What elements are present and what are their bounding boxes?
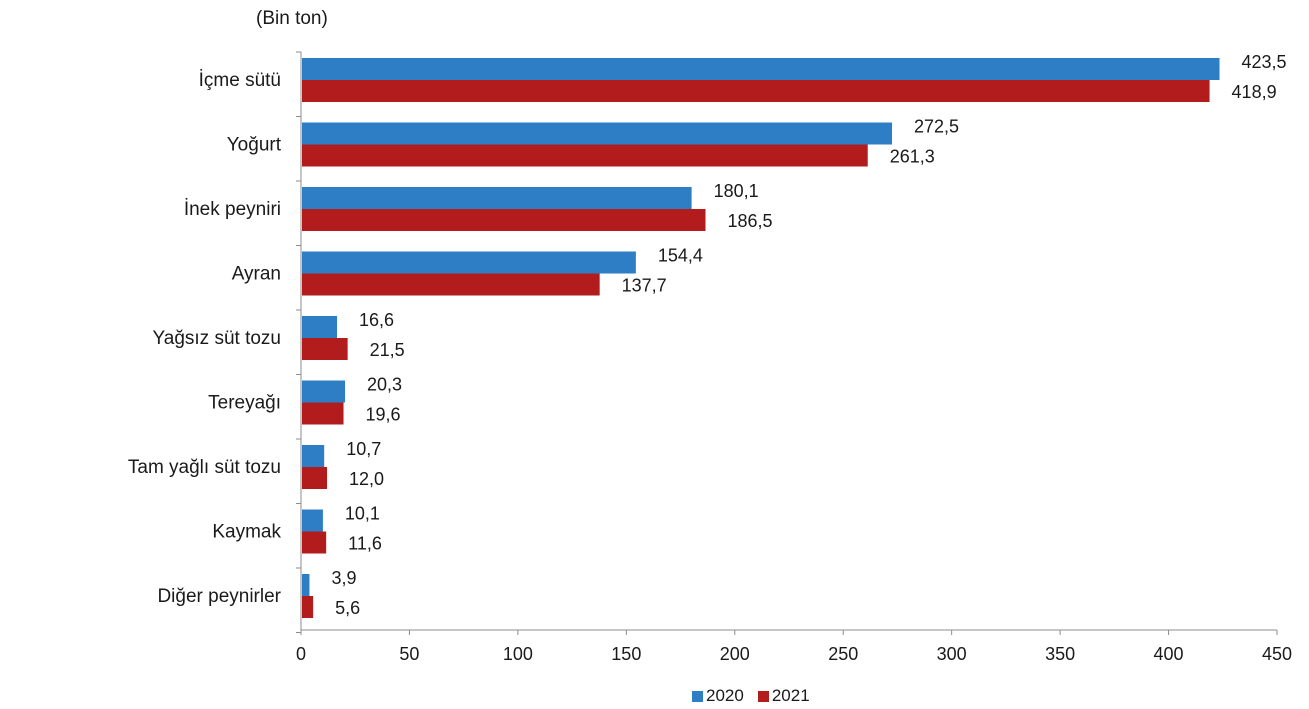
data-label-2020: 16,6 xyxy=(359,310,394,330)
bar-2020 xyxy=(302,574,310,596)
unit-label: (Bin ton) xyxy=(256,8,328,29)
data-label-2021: 137,7 xyxy=(622,276,667,296)
category-label: Yağsız süt tozu xyxy=(153,328,282,349)
data-label-2021: 5,6 xyxy=(335,598,360,618)
bar-2020 xyxy=(302,58,1220,80)
labels-layer: İçme sütü 423,5 418,9 Yoğurt 272,5 261,3 İnek … xyxy=(128,52,1287,618)
data-label-2020: 10,1 xyxy=(345,504,380,524)
bar-2020 xyxy=(302,316,338,338)
x-tick-label: 100 xyxy=(503,644,533,664)
category-label: Yoğurt xyxy=(227,135,282,156)
x-tick-label: 0 xyxy=(296,644,306,664)
legend-label-2020: 2020 xyxy=(706,686,744,705)
data-label-2020: 180,1 xyxy=(714,181,759,201)
data-label-2021: 21,5 xyxy=(370,340,405,360)
x-tick-label: 350 xyxy=(1045,644,1075,664)
bar-2021 xyxy=(302,402,344,425)
data-label-2020: 154,4 xyxy=(658,246,703,266)
category-label: Diğer peynirler xyxy=(157,586,281,607)
bar-2021 xyxy=(302,144,868,167)
data-label-2020: 272,5 xyxy=(914,117,959,137)
bar-2021 xyxy=(302,467,328,489)
legend-label-2021: 2021 xyxy=(771,686,810,705)
bar-2020 xyxy=(302,445,325,467)
category-label: İnek peyniri xyxy=(184,199,281,220)
legend-item-2020: 2020 xyxy=(692,686,744,706)
data-label-2021: 186,5 xyxy=(727,211,772,231)
bar-2020 xyxy=(302,380,346,403)
bar-2020 xyxy=(302,251,636,274)
axis-layer: 0 50 100 150 200 250 300 350 400 450 xyxy=(296,51,1292,664)
data-label-2020: 10,7 xyxy=(346,439,381,459)
bar-2020 xyxy=(302,187,692,209)
data-label-2021: 19,6 xyxy=(366,405,401,425)
data-label-2020: 20,3 xyxy=(367,375,402,395)
bar-2020 xyxy=(302,509,323,532)
category-label: Tam yağlı süt tozu xyxy=(128,457,281,478)
data-label-2021: 12,0 xyxy=(349,469,384,489)
data-label-2021: 261,3 xyxy=(890,147,935,167)
legend: 2020 2021 xyxy=(692,686,810,706)
bar-2021 xyxy=(302,596,314,618)
legend-swatch-2020 xyxy=(692,690,703,702)
x-tick-label: 50 xyxy=(399,644,419,664)
x-tick-label: 300 xyxy=(937,644,967,664)
bar-2021 xyxy=(302,273,600,296)
x-tick-label: 200 xyxy=(720,644,750,664)
bar-2021 xyxy=(302,531,327,554)
category-label: İçme sütü xyxy=(199,70,281,91)
data-label-2021: 11,6 xyxy=(348,534,382,554)
category-label: Tereyağı xyxy=(208,393,281,414)
bar-2021 xyxy=(302,209,706,231)
category-label: Kaymak xyxy=(212,522,281,543)
bars-layer xyxy=(302,58,1220,618)
x-tick-label: 150 xyxy=(611,644,641,664)
bar-2020 xyxy=(302,122,893,145)
data-label-2020: 423,5 xyxy=(1242,52,1287,72)
legend-item-2021: 2021 xyxy=(757,686,810,706)
data-label-2020: 3,9 xyxy=(331,568,356,588)
legend-swatch-2021 xyxy=(757,690,769,702)
data-label-2021: 418,9 xyxy=(1232,82,1277,102)
x-tick-label: 450 xyxy=(1262,644,1292,664)
x-tick-label: 400 xyxy=(1154,644,1184,664)
x-tick-label: 250 xyxy=(828,644,858,664)
category-label: Ayran xyxy=(232,264,281,285)
bar-2021 xyxy=(302,338,348,360)
bar-2021 xyxy=(302,80,1210,102)
